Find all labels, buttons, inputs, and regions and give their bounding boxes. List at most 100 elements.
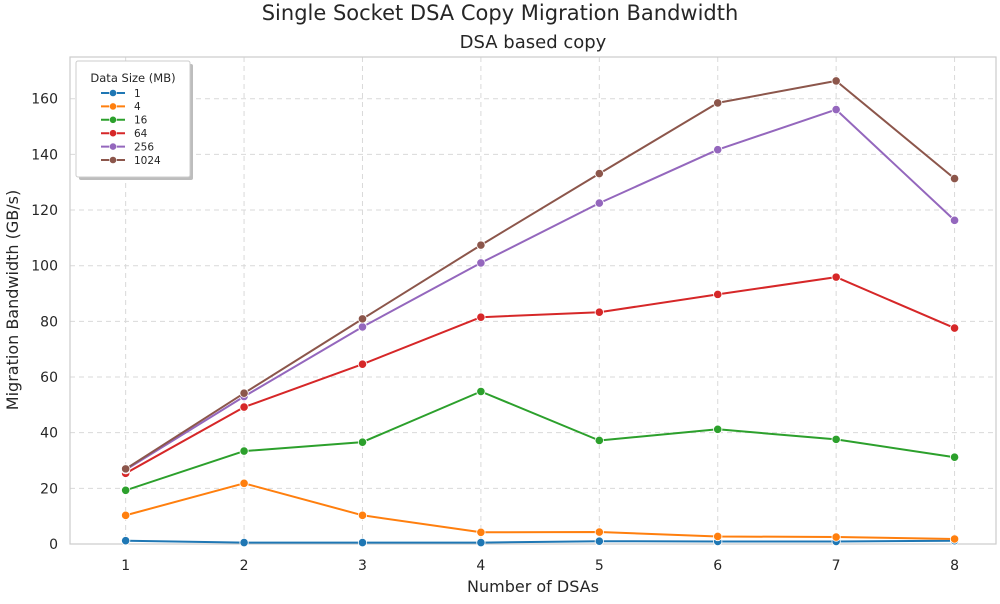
x-tick-label: 4: [476, 558, 485, 574]
data-point: [121, 510, 131, 520]
data-point: [121, 485, 131, 495]
chart-subtitle: DSA based copy: [460, 32, 607, 53]
legend-label: 256: [134, 141, 154, 153]
data-point: [949, 215, 960, 225]
data-point: [713, 98, 723, 108]
data-point: [357, 322, 368, 332]
data-point: [594, 307, 604, 317]
series-line: [125, 390, 955, 492]
series-1024: [121, 76, 960, 474]
series-64: [121, 272, 960, 478]
series-line: [125, 482, 955, 540]
series-line: [125, 276, 955, 475]
legend-label: 16: [134, 115, 148, 127]
data-point: [831, 104, 841, 115]
data-point: [357, 437, 368, 447]
series-lines: [121, 76, 960, 548]
legend-item: 1: [101, 88, 141, 100]
legend-item: 16: [101, 115, 148, 127]
legend-swatch-marker: [109, 129, 117, 138]
legend-title: Data Size (MB): [90, 71, 175, 85]
data-point: [949, 452, 960, 462]
data-point: [831, 76, 841, 86]
data-point: [594, 527, 604, 537]
x-tick-label: 1: [121, 558, 130, 574]
data-point: [594, 435, 604, 446]
legend-item: 1024: [101, 155, 161, 167]
y-tick-label: 40: [40, 426, 58, 442]
legend-swatch-marker: [109, 89, 117, 97]
series-line: [125, 108, 956, 471]
data-point: [239, 538, 249, 548]
legend-label: 64: [134, 128, 148, 140]
data-point: [476, 538, 486, 548]
data-point: [713, 289, 723, 299]
data-point: [949, 534, 960, 544]
legend-label: 1: [134, 88, 141, 100]
legend-box: [75, 60, 191, 178]
data-point: [831, 434, 841, 444]
data-point: [239, 402, 249, 412]
data-point: [357, 359, 368, 369]
series-4: [121, 478, 960, 544]
legend-item: 64: [101, 128, 148, 140]
data-point: [594, 169, 604, 179]
data-point: [476, 312, 486, 322]
y-tick-label: 120: [31, 203, 58, 219]
data-point: [949, 323, 960, 333]
data-point: [357, 510, 368, 520]
x-tick-label: 5: [595, 558, 604, 574]
series-16: [121, 386, 960, 495]
x-tick-label: 2: [240, 558, 249, 574]
legend-item: 256: [101, 141, 154, 153]
plot-area: [70, 57, 996, 544]
data-point: [949, 174, 960, 184]
data-point: [713, 424, 723, 434]
data-point: [594, 536, 604, 546]
data-point: [713, 531, 723, 542]
legend-swatch-marker: [109, 102, 117, 111]
series-line: [125, 79, 956, 470]
data-point: [713, 145, 723, 155]
x-tick-label: 3: [358, 558, 367, 574]
data-point: [239, 446, 249, 456]
data-point: [476, 527, 486, 537]
y-axis-ticks: 0 20 40 60 80 100 120 140 160: [31, 92, 58, 553]
y-axis-label: Migration Bandwidth (GB/s): [3, 190, 22, 410]
data-point: [476, 258, 486, 268]
x-axis-label: Number of DSAs: [467, 577, 599, 596]
data-point: [357, 314, 368, 324]
y-tick-label: 20: [40, 481, 58, 497]
legend-swatch-marker: [109, 156, 117, 164]
y-tick-label: 60: [40, 370, 58, 386]
x-axis-ticks: 1 2 3 4 5 6 7 8: [121, 558, 959, 574]
series-line: [125, 539, 955, 544]
x-tick-label: 8: [950, 558, 959, 574]
data-point: [476, 240, 486, 250]
legend-swatch-marker: [109, 142, 117, 151]
x-tick-label: 7: [832, 558, 841, 574]
data-point: [831, 532, 841, 542]
data-point: [476, 386, 486, 397]
y-tick-label: 80: [40, 314, 58, 330]
data-point: [594, 198, 604, 208]
y-tick-label: 100: [31, 259, 58, 275]
plot-frame: [69, 56, 997, 545]
legend-swatch-marker: [109, 115, 117, 124]
y-tick-label: 0: [49, 537, 58, 553]
data-point: [121, 464, 131, 474]
data-point: [357, 538, 368, 548]
legend-label: 1024: [134, 155, 161, 167]
data-point: [831, 272, 841, 282]
data-point: [121, 536, 131, 546]
legend-item: 4: [101, 101, 141, 113]
x-tick-label: 6: [713, 558, 722, 574]
y-tick-label: 140: [31, 147, 58, 163]
data-point: [239, 478, 249, 488]
chart-title: Single Socket DSA Copy Migration Bandwid…: [262, 1, 739, 25]
legend-label: 4: [134, 101, 141, 113]
